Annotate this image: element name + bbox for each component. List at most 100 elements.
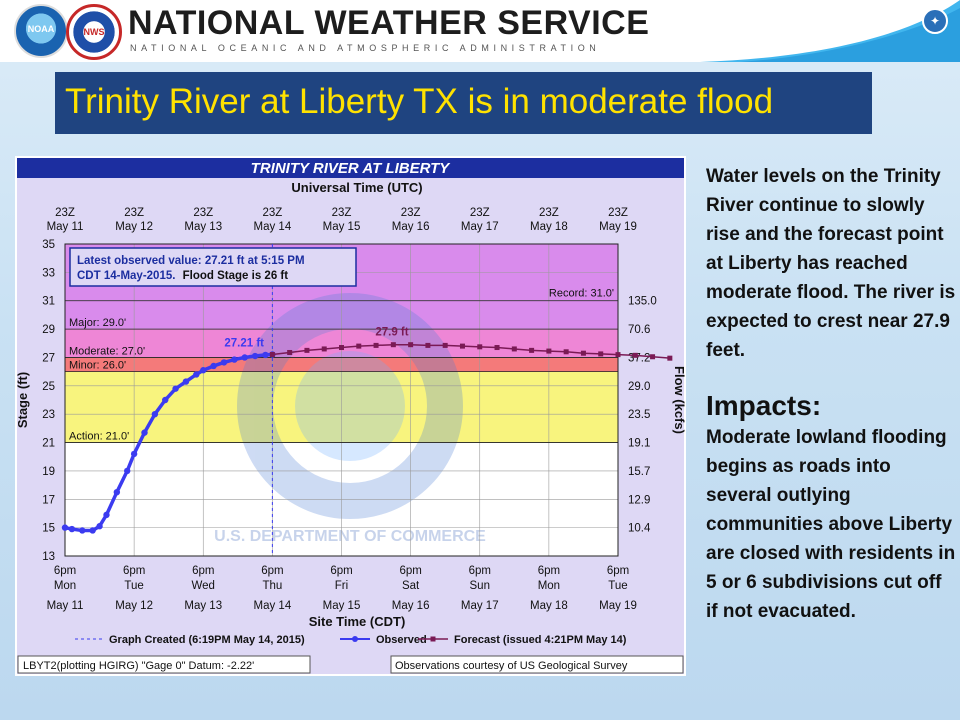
flow-tick-label: 23.5 (628, 409, 650, 421)
forecast-point (477, 344, 483, 350)
observed-point (241, 354, 248, 361)
site-tick-weekday: Thu (262, 580, 282, 592)
y-tick-label: 19 (42, 466, 55, 478)
headline-text: Trinity River at Liberty TX is in modera… (65, 82, 774, 121)
top-axis-title: Universal Time (UTC) (291, 180, 422, 195)
chart-title: TRINITY RIVER AT LIBERTY (251, 160, 452, 177)
forecast-point (321, 346, 327, 352)
site-tick-date: May 19 (599, 600, 637, 612)
forecast-point (304, 347, 310, 353)
y-tick-label: 33 (42, 267, 55, 279)
site-tick-time: 6pm (399, 565, 421, 577)
footer-left-box (17, 655, 311, 674)
site-subtitle: NATIONAL OCEANIC AND ATMOSPHERIC ADMINIS… (130, 43, 601, 53)
forecast-point (529, 347, 535, 353)
plot-border (64, 243, 619, 557)
info-box-line1: Latest observed value: 27.21 ft at 5:15 … (77, 255, 305, 267)
observed-point (103, 511, 110, 519)
observed-point (231, 356, 238, 363)
site-tick-time: 6pm (54, 565, 76, 577)
site-tick-date: May 16 (392, 600, 430, 612)
site-tick-time: 6pm (330, 565, 352, 577)
flood-label-moderate: Moderate: 27.0' (69, 345, 145, 357)
y-tick-label: 25 (42, 381, 55, 393)
utc-tick-date: May 11 (47, 221, 84, 233)
forecast-line (272, 343, 670, 359)
y-tick-label: 27 (42, 352, 55, 364)
intro-text: Water levels on the Trinity River contin… (706, 166, 956, 361)
hydrograph-chart: TRINITY RIVER AT LIBERTY Universal Time … (15, 156, 686, 676)
crest-label: 27.9 ft (375, 327, 408, 339)
utc-tick-time: 23Z (401, 207, 421, 219)
y-tick-label: 31 (42, 296, 55, 308)
observed-point (172, 385, 179, 392)
forecast-point (390, 342, 396, 348)
forecast-point (598, 351, 604, 357)
utc-tick-date: May 14 (254, 221, 292, 233)
flow-tick-label: 12.9 (628, 494, 650, 506)
forecast-point (615, 352, 621, 358)
flow-tick-label: 15.7 (628, 466, 650, 478)
observed-point (210, 362, 217, 370)
info-box-flood-stage: Flood Stage is 26 ft (183, 270, 289, 282)
site-tick-time: 6pm (261, 565, 283, 577)
site-tick-time: 6pm (192, 565, 214, 577)
y-tick-label: 35 (42, 239, 55, 251)
y-tick-label: 15 (42, 523, 55, 535)
forecast-point (356, 343, 362, 349)
site-tick-weekday: Tue (124, 580, 143, 592)
forecast-point (580, 350, 586, 356)
headline-banner: Trinity River at Liberty TX is in modera… (55, 72, 872, 134)
forecast-point (563, 349, 569, 355)
utc-tick-date: May 18 (530, 221, 568, 233)
observed-point (151, 410, 159, 418)
watermark-text: U.S. DEPARTMENT OF COMMERCE (214, 528, 486, 545)
summary-panel: Water levels on the Trinity River contin… (706, 162, 958, 626)
legend-created: Graph Created (6:19PM May 14, 2015) (109, 634, 305, 646)
site-tick-time: 6pm (469, 565, 491, 577)
impacts-text: Moderate lowland flooding begins as road… (706, 427, 956, 622)
forecast-point (667, 355, 673, 361)
bottom-axis-title: Site Time (CDT) (309, 614, 406, 629)
forecast-point (269, 351, 275, 357)
forecast-point (287, 349, 293, 355)
chart-axes: 13 15 17 19 21 23 25 27 29 31 33 35 135.0 70.6 37.2 29.… (42, 207, 657, 612)
noaa-watermark: U.S. DEPARTMENT OF COMMERCE (214, 293, 486, 545)
utc-tick-time: 23Z (55, 207, 75, 219)
site-tick-date: May 12 (115, 600, 153, 612)
site-header: NOAA NWS NATIONAL WEATHER SERVICE NATION… (0, 0, 960, 62)
site-tick-weekday: Sat (402, 580, 420, 592)
observed-point (200, 367, 207, 374)
observed-point (220, 359, 228, 366)
noaa-logo: NOAA (14, 4, 68, 58)
observed-point (113, 488, 121, 496)
forecast-point (339, 345, 344, 351)
observed-point (96, 523, 103, 530)
flow-tick-label: 37.2 (628, 352, 650, 364)
utc-tick-time: 23Z (539, 207, 559, 219)
utc-tick-date: May 13 (184, 221, 222, 233)
info-box: Latest observed value: 27.21 ft at 5:15 … (69, 247, 357, 287)
forecast-point (650, 354, 656, 360)
legend-observed-marker (352, 636, 358, 642)
impacts-heading: Impacts: (706, 390, 822, 421)
flood-label-major: Major: 29.0' (69, 317, 126, 329)
watermark-core (295, 351, 405, 461)
y-tick-label: 13 (42, 551, 55, 563)
header-swoosh (700, 0, 960, 62)
forecast-point (408, 342, 414, 348)
info-box-line2: CDT 14-May-2015. Flood Stage is 26 ft (77, 270, 288, 282)
site-tick-weekday: Sun (470, 580, 490, 592)
site-tick-date: May 11 (47, 600, 84, 612)
observed-point (89, 527, 96, 534)
observed-point (68, 525, 76, 533)
site-tick-weekday: Tue (608, 580, 627, 592)
flood-label-minor: Minor: 26.0' (69, 360, 126, 372)
flow-tick-label: 10.4 (628, 523, 651, 535)
utc-tick-time: 23Z (124, 207, 144, 219)
forecast-point (442, 342, 448, 348)
utc-tick-date: May 15 (323, 221, 361, 233)
observed-point (162, 396, 169, 404)
info-box-frame (69, 247, 357, 287)
utc-tick-time: 23Z (193, 207, 213, 219)
